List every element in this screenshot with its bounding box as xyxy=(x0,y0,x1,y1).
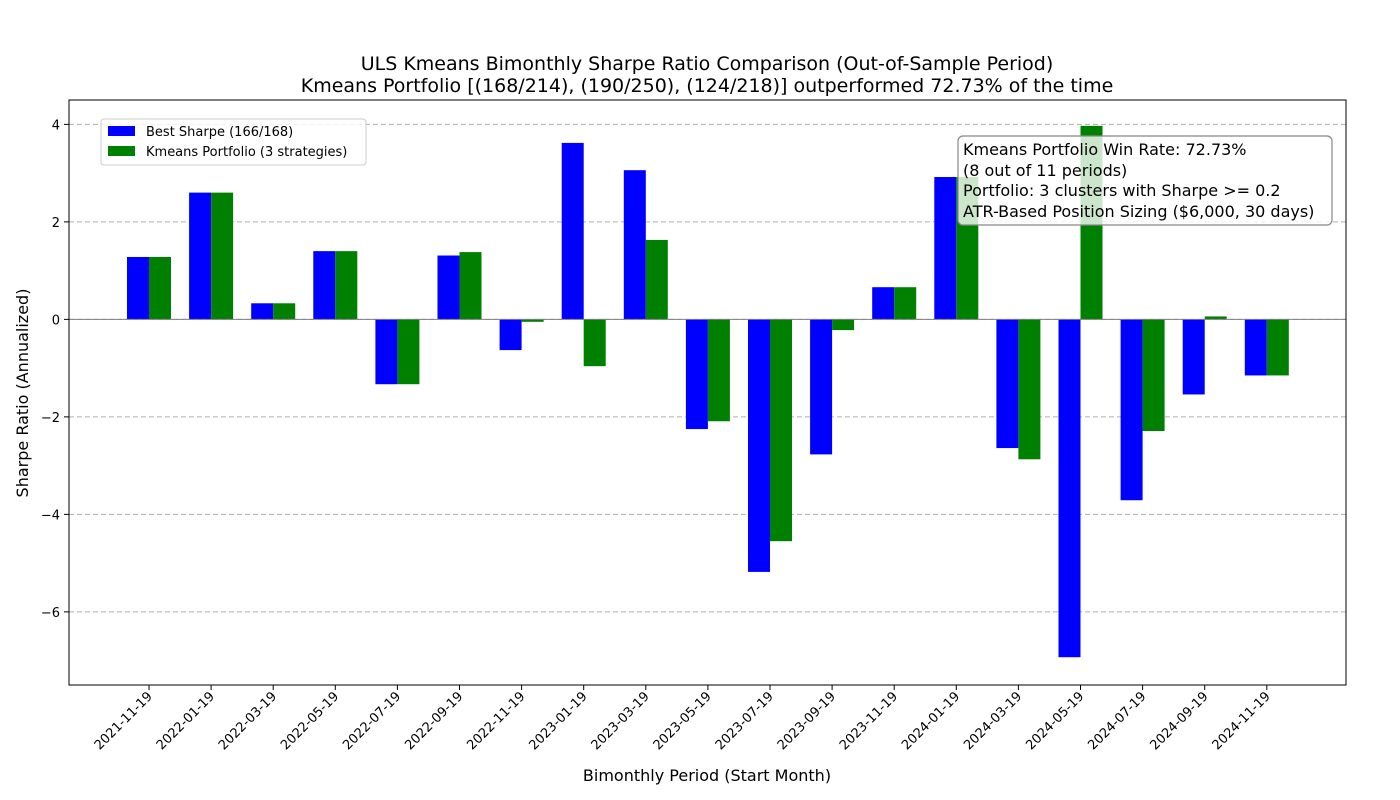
bar-best-sharpe xyxy=(996,319,1019,449)
bar-kmeans-portfolio xyxy=(770,319,792,542)
annotation-box xyxy=(957,135,1333,226)
win-rate-annotation: Kmeans Portfolio Win Rate: 72.73% (8 out… xyxy=(957,135,1333,226)
y-axis-ticks: −6 −4 −2 0 2 4 xyxy=(41,118,69,621)
bar-best-sharpe xyxy=(685,319,708,430)
legend: Best Sharpe (166/168) Kmeans Portfolio (… xyxy=(100,118,367,166)
x-tick-label: 2023-01-19 xyxy=(526,689,590,753)
x-tick-label: 2022-03-19 xyxy=(216,689,280,753)
bar-kmeans-portfolio xyxy=(459,252,482,320)
x-tick-label: 2022-11-19 xyxy=(464,689,528,753)
y-tick-label: −2 xyxy=(41,411,60,426)
x-tick-label: 2024-11-19 xyxy=(1210,689,1274,753)
x-axis-label: Bimonthly Period (Start Month) xyxy=(583,766,831,785)
bar-best-sharpe xyxy=(499,319,522,351)
bar-best-sharpe xyxy=(1182,319,1205,395)
legend-swatch-best-sharpe xyxy=(108,126,135,136)
bar-best-sharpe xyxy=(872,287,895,320)
bar-kmeans-portfolio xyxy=(645,239,668,320)
x-tick-label: 2022-01-19 xyxy=(154,689,218,753)
legend-label-best-sharpe: Best Sharpe (166/168) xyxy=(146,125,293,140)
bar-kmeans-portfolio xyxy=(1266,319,1289,376)
bar-kmeans-portfolio xyxy=(149,256,171,320)
legend-swatch-kmeans-portfolio xyxy=(108,146,135,156)
bar-kmeans-portfolio xyxy=(1018,319,1041,460)
bar-best-sharpe xyxy=(313,251,336,320)
chart-subtitle: Kmeans Portfolio [(168/214), (190/250), … xyxy=(301,75,1114,97)
x-tick-label: 2024-09-19 xyxy=(1147,689,1211,753)
x-tick-label: 2023-05-19 xyxy=(651,689,715,753)
legend-frame xyxy=(100,118,367,166)
chart-title: ULS Kmeans Bimonthly Sharpe Ratio Compar… xyxy=(361,53,1054,75)
annotation-line-win-rate: Kmeans Portfolio Win Rate: 72.73% xyxy=(963,140,1247,159)
bar-best-sharpe xyxy=(748,319,770,572)
y-tick-label: −4 xyxy=(41,508,60,523)
annotation-line-sizing: ATR-Based Position Sizing ($6,000, 30 da… xyxy=(963,202,1314,221)
bar-best-sharpe xyxy=(375,319,398,385)
x-tick-label: 2023-03-19 xyxy=(589,689,653,753)
x-tick-label: 2024-07-19 xyxy=(1085,689,1149,753)
y-axis-label: Sharpe Ratio (Annualized) xyxy=(13,289,32,498)
x-tick-label: 2024-05-19 xyxy=(1023,689,1087,753)
x-tick-label: 2023-07-19 xyxy=(713,689,777,753)
x-tick-label: 2022-09-19 xyxy=(402,689,466,753)
bar-best-sharpe xyxy=(623,170,646,320)
bar-best-sharpe xyxy=(127,256,149,320)
y-tick-label: −6 xyxy=(41,606,60,621)
bar-best-sharpe xyxy=(1244,319,1267,376)
x-tick-label: 2021-11-19 xyxy=(92,689,156,753)
x-tick-label: 2023-09-19 xyxy=(775,689,839,753)
bar-best-sharpe xyxy=(251,303,274,320)
x-tick-label: 2023-11-19 xyxy=(837,689,901,753)
bar-kmeans-portfolio xyxy=(707,319,730,422)
y-tick-label: 0 xyxy=(52,313,60,328)
bar-best-sharpe xyxy=(1120,319,1143,501)
bar-kmeans-portfolio xyxy=(397,319,420,385)
x-tick-label: 2022-05-19 xyxy=(278,689,342,753)
bar-kmeans-portfolio xyxy=(894,287,917,320)
bar-best-sharpe xyxy=(1058,319,1081,658)
bar-best-sharpe xyxy=(934,177,957,320)
x-axis-ticks: 2021-11-192022-01-192022-03-192022-05-19… xyxy=(92,685,1274,753)
bar-kmeans-portfolio xyxy=(583,319,606,367)
x-tick-label: 2022-07-19 xyxy=(340,689,404,753)
bar-kmeans-portfolio xyxy=(521,319,544,322)
annotation-line-periods: (8 out of 11 periods) xyxy=(963,161,1127,180)
legend-label-kmeans-portfolio: Kmeans Portfolio (3 strategies) xyxy=(146,145,347,160)
bar-best-sharpe xyxy=(561,142,584,320)
y-tick-label: 2 xyxy=(52,216,60,231)
bar-kmeans-portfolio xyxy=(1204,316,1227,320)
bar-kmeans-portfolio xyxy=(1142,319,1165,432)
annotation-line-clusters: Portfolio: 3 clusters with Sharpe >= 0.2 xyxy=(963,181,1281,200)
y-tick-label: 4 xyxy=(52,118,60,133)
bars xyxy=(127,125,1289,658)
bar-best-sharpe xyxy=(810,319,833,455)
bar-kmeans-portfolio xyxy=(211,192,234,320)
bar-best-sharpe xyxy=(189,192,212,320)
bar-best-sharpe xyxy=(437,255,460,320)
bar-kmeans-portfolio xyxy=(335,251,358,320)
bar-kmeans-portfolio xyxy=(273,303,296,320)
x-tick-label: 2024-03-19 xyxy=(961,689,1025,753)
bar-kmeans-portfolio xyxy=(832,319,855,331)
x-tick-label: 2024-01-19 xyxy=(899,689,963,753)
